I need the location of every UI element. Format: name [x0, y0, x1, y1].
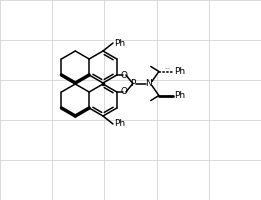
- Text: Ph: Ph: [114, 38, 126, 47]
- Text: O: O: [121, 71, 128, 79]
- Text: ...: ...: [164, 65, 170, 70]
- Text: Ph: Ph: [114, 119, 126, 129]
- Text: N: N: [145, 79, 152, 88]
- Text: Ph: Ph: [174, 91, 185, 100]
- Text: O: O: [121, 88, 128, 97]
- Text: Ph: Ph: [174, 67, 185, 76]
- Text: P: P: [130, 79, 135, 88]
